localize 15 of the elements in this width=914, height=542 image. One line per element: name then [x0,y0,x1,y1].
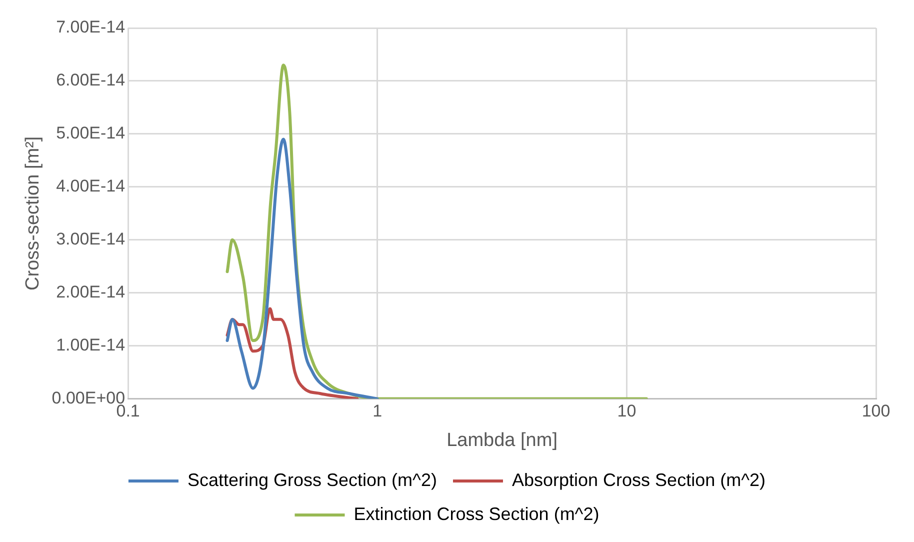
y-axis-title: Cross-section [m²] [22,136,44,290]
y-tick-label: 5.00E-14 [56,124,126,143]
y-tick-label: 6.00E-14 [56,70,126,90]
y-tick-label: 7.00E-14 [56,18,126,37]
legend-label: Absorption Cross Section (m^2) [512,470,766,490]
y-tick-label: 4.00E-14 [56,176,126,196]
x-tick-label: 1 [372,402,382,421]
y-tick-label: 3.00E-14 [56,230,126,249]
x-tick-label: 100 [862,402,890,421]
legend-label: Scattering Gross Section (m^2) [187,470,437,490]
x-tick-label: 10 [617,402,636,421]
y-tick-label: 2.00E-14 [56,282,126,302]
legend-label: Extinction Cross Section (m^2) [354,504,600,524]
y-tick-label: 1.00E-14 [56,336,126,355]
x-axis-title: Lambda [nm] [446,430,558,451]
